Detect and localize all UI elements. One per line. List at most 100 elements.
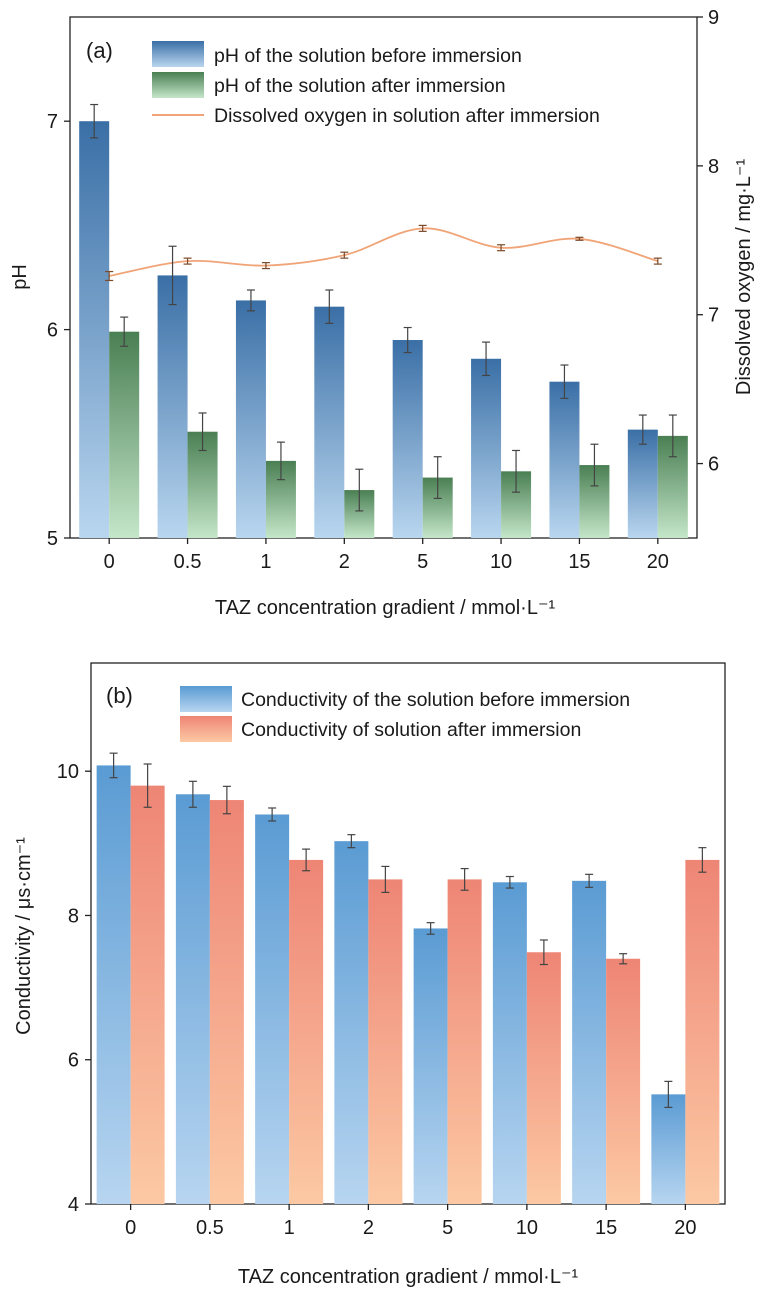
legend-swatch-conductivity-before (180, 686, 232, 712)
errorbar-a-s0-0.5 (168, 245, 177, 306)
errorbar-b-s1-0 (143, 763, 152, 808)
tick-a-right-7: 7 (708, 305, 719, 327)
tick-a-left-5: 5 (47, 528, 58, 550)
panel-b-bars (96, 765, 720, 1204)
errorbar-a-s0-20 (638, 414, 647, 445)
bar-a-s0-0 (79, 121, 110, 538)
panel-b-legend: Conductivity of the solution before imme… (180, 686, 630, 742)
tick-a-right-6: 6 (708, 454, 719, 476)
panel-b-y-axis-label: Conductivity / μs·cm⁻¹ (13, 837, 35, 1035)
errorbar-a-s0-10 (482, 341, 491, 377)
errorbar-a-s0-0 (90, 103, 99, 139)
bar-b-s1-0.5 (209, 800, 244, 1204)
bar-a-s0-20 (627, 429, 658, 538)
bar-b-s0-20 (651, 1094, 686, 1204)
tick-a-x-0.5: 0.5 (174, 551, 202, 573)
bar-b-s1-10 (526, 952, 561, 1204)
bar-a-s0-2 (314, 306, 345, 538)
panel-b-x-axis: 0 0.5 1 2 5 10 15 20 (125, 1204, 697, 1239)
bar-b-s1-1 (289, 859, 324, 1204)
legend-label-conductivity-after: Conductivity of solution after immersion (241, 719, 581, 741)
do-point-15 (575, 236, 584, 241)
legend-swatch-conductivity-after (180, 716, 232, 742)
panel-a-dissolved-oxygen-line (105, 224, 662, 282)
errorbar-b-s0-1 (268, 807, 277, 822)
panel-a-label: (a) (86, 38, 113, 63)
panel-a-left-axis: 5 6 7 (47, 111, 70, 550)
bar-a-s0-10 (471, 358, 502, 538)
tick-b-x-10: 10 (516, 1217, 538, 1239)
do-point-0 (105, 270, 114, 282)
panel-a-error-bars (90, 103, 677, 512)
tick-b-x-0.5: 0.5 (196, 1217, 224, 1239)
panel-b-error-bars (109, 752, 707, 1108)
panel-a-right-axis: 6 7 8 9 (697, 7, 719, 476)
tick-a-x-15: 15 (568, 551, 590, 573)
do-point-2 (340, 251, 349, 259)
tick-a-left-7: 7 (47, 111, 58, 133)
dissolved-oxygen-curve (109, 227, 659, 277)
tick-a-x-1: 1 (260, 551, 271, 573)
do-point-5 (418, 224, 427, 232)
tick-b-x-15: 15 (595, 1217, 617, 1239)
errorbar-a-s1-0.5 (198, 412, 207, 452)
tick-b-left-6: 6 (68, 1050, 79, 1072)
legend-label-dissolved-oxygen: Dissolved oxygen in solution after immer… (214, 105, 600, 127)
errorbar-b-s1-10 (539, 939, 548, 966)
bar-b-s1-20 (685, 859, 720, 1204)
bar-a-s0-1 (235, 300, 266, 538)
legend-label-ph-before: pH of the solution before immersion (214, 45, 522, 67)
panel-a-plot-frame (69, 16, 698, 539)
bar-b-s0-5 (413, 928, 448, 1204)
errorbar-a-s1-20 (668, 414, 677, 458)
tick-b-x-2: 2 (363, 1217, 374, 1239)
bar-b-s0-0 (96, 765, 131, 1204)
tick-a-x-20: 20 (647, 551, 669, 573)
errorbar-a-s1-5 (433, 456, 442, 500)
panel-b-label: (b) (106, 683, 133, 708)
bar-b-s0-15 (572, 880, 607, 1204)
errorbar-b-s0-0.5 (188, 780, 197, 808)
legend-swatch-ph-after (152, 72, 204, 98)
tick-a-x-0: 0 (104, 551, 115, 573)
bar-b-s0-10 (492, 882, 527, 1204)
bar-a-s0-0.5 (157, 275, 188, 538)
panel-b-x-axis-label: TAZ concentration gradient / mmol·L⁻¹ (238, 1266, 579, 1288)
bar-b-s1-2 (368, 879, 403, 1204)
bar-b-s1-5 (447, 879, 482, 1204)
errorbar-a-s1-2 (355, 468, 364, 512)
legend-label-conductivity-before: Conductivity of the solution before imme… (241, 689, 630, 711)
errorbar-b-s0-0 (109, 752, 118, 779)
panel-a-legend: pH of the solution before immersion pH o… (152, 41, 600, 127)
bar-b-s0-0.5 (175, 794, 210, 1204)
errorbar-a-s0-15 (560, 364, 569, 399)
panel-a-y-axis-label: pH (9, 264, 31, 290)
tick-a-left-6: 6 (47, 320, 58, 342)
panel-b-plot-frame (90, 662, 726, 1205)
errorbar-a-s1-0 (120, 316, 129, 347)
bar-b-s1-0 (130, 785, 165, 1204)
tick-b-x-20: 20 (674, 1217, 696, 1239)
errorbar-a-s0-1 (246, 289, 255, 312)
panel-a-bars (79, 121, 688, 538)
errorbar-a-s1-1 (276, 441, 285, 481)
panel-a-x-axis: 0 0.5 1 2 5 10 15 20 (104, 538, 669, 573)
panel-a-x-axis-label: TAZ concentration gradient / mmol·L⁻¹ (215, 597, 556, 619)
tick-b-x-5: 5 (442, 1217, 453, 1239)
errorbar-b-s0-5 (426, 922, 435, 935)
panel-b-conductivity-chart: 4 6 8 10 0 0.5 1 2 5 10 15 20 (b) Conductivity of … (13, 662, 726, 1288)
errorbar-b-s0-15 (585, 873, 594, 888)
errorbar-b-s0-10 (505, 875, 514, 889)
bar-a-s0-5 (392, 340, 423, 538)
tick-a-right-8: 8 (708, 156, 719, 178)
bar-b-s0-1 (255, 814, 290, 1204)
errorbar-a-s0-5 (403, 326, 412, 354)
errorbar-b-s1-1 (302, 848, 311, 872)
errorbar-b-s1-20 (698, 847, 707, 873)
panel-b-left-axis: 4 6 8 10 (57, 761, 91, 1216)
errorbar-b-s1-5 (460, 867, 469, 891)
do-point-1 (261, 262, 270, 270)
errorbar-b-s1-2 (381, 865, 390, 893)
errorbar-a-s1-15 (590, 443, 599, 487)
do-point-20 (653, 257, 662, 265)
